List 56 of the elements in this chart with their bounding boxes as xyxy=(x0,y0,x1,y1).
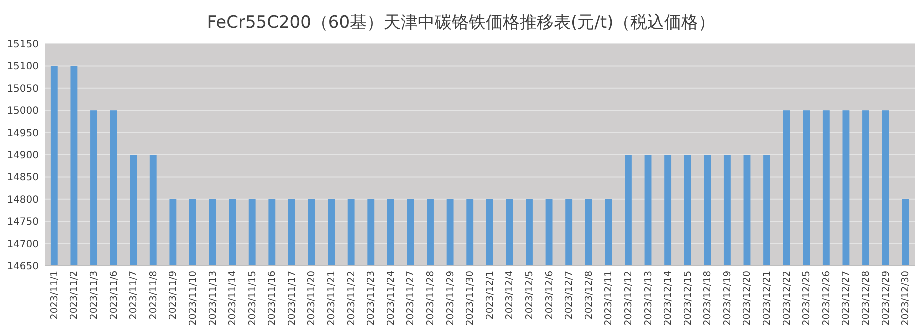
x-tick-label: 2023/12/7 xyxy=(564,271,576,320)
x-tick-label: 2023/12/4 xyxy=(504,271,516,320)
x-tick-label: 2023/12/19 xyxy=(722,271,734,326)
x-tick-label: 2023/12/12 xyxy=(623,271,634,326)
x-tick-label: 2023/12/28 xyxy=(861,271,872,326)
x-tick-label: 2023/12/30 xyxy=(900,271,912,326)
y-tick-label: 14750 xyxy=(7,217,39,228)
x-tick-label: 2023/11/7 xyxy=(128,271,140,320)
y-tick-label: 14700 xyxy=(7,239,39,250)
y-tick-label: 14850 xyxy=(7,172,39,184)
x-tick-label: 2023/12/26 xyxy=(821,271,832,326)
x-tick-label: 2023/11/17 xyxy=(286,271,298,326)
x-tick-label: 2023/12/27 xyxy=(841,271,852,326)
x-tick-label: 2023/11/22 xyxy=(346,271,358,326)
x-tick-label: 2023/12/14 xyxy=(663,271,674,326)
x-tick-label: 2023/11/13 xyxy=(208,271,219,326)
x-tick-label: 2023/11/3 xyxy=(88,271,100,320)
y-tick-label: 14900 xyxy=(7,150,39,162)
x-tick-label: 2023/11/20 xyxy=(306,271,318,326)
x-tick-label: 2023/12/20 xyxy=(742,271,754,326)
x-tick-label: 2023/12/13 xyxy=(643,271,654,326)
x-tick-label: 2023/12/25 xyxy=(802,271,813,326)
x-tick-label: 2023/11/28 xyxy=(426,271,437,326)
y-tick-label: 14650 xyxy=(7,262,39,272)
y-tick-label: 15000 xyxy=(7,106,39,118)
x-tick-label: 2023/11/14 xyxy=(228,271,239,326)
x-tick-label: 2023/12/6 xyxy=(544,271,556,320)
x-tick-label: 2023/11/1 xyxy=(49,271,60,320)
x-tick-label: 2023/11/9 xyxy=(168,271,180,320)
x-tick-label: 2023/11/10 xyxy=(188,271,199,326)
x-tick-label: 2023/12/22 xyxy=(782,271,793,326)
y-tick-label: 15100 xyxy=(7,62,39,73)
x-tick-label: 2023/11/27 xyxy=(406,271,417,326)
y-tick-label: 15150 xyxy=(7,40,39,50)
x-tick-label: 2023/11/29 xyxy=(445,271,456,326)
x-tick-label: 2023/11/30 xyxy=(465,271,476,326)
x-tick-label: 2023/11/24 xyxy=(386,271,397,326)
x-tick-label: 2023/12/5 xyxy=(524,271,536,320)
x-tick-label: 2023/12/15 xyxy=(682,271,694,326)
x-tick-label: 2023/12/8 xyxy=(584,271,595,320)
x-tick-label: 2023/12/11 xyxy=(604,271,615,326)
x-tick-label: 2023/11/21 xyxy=(326,271,338,326)
chart-title: FeCr55C200（60基）天津中碳铬铁価格推移表(元/t)（税込価格） xyxy=(207,13,716,33)
x-tick-label: 2023/11/2 xyxy=(69,271,80,320)
x-tick-label: 2023/12/18 xyxy=(702,271,714,326)
x-tick-label: 2023/11/23 xyxy=(366,271,378,326)
y-tick-label: 14800 xyxy=(7,194,39,206)
x-tick-label: 2023/11/15 xyxy=(247,271,258,326)
y-tick-label: 15050 xyxy=(7,84,39,95)
x-tick-label: 2023/12/1 xyxy=(484,271,496,320)
x-tick-label: 2023/11/16 xyxy=(267,271,278,326)
x-tick-label: 2023/12/29 xyxy=(880,271,892,326)
x-tick-label: 2023/12/21 xyxy=(762,271,774,326)
x-tick-label: 2023/11/6 xyxy=(108,271,120,320)
y-tick-label: 14950 xyxy=(7,128,39,140)
x-tick-label: 2023/11/8 xyxy=(148,271,160,320)
